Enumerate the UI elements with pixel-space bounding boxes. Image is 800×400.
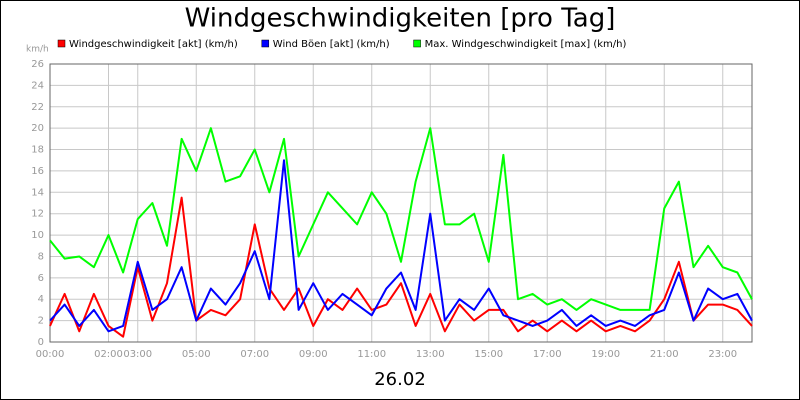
- series-line: [49, 127, 753, 311]
- y-tick-label: 2: [38, 316, 44, 327]
- plot-border: [49, 63, 753, 343]
- y-tick-label: 14: [31, 187, 44, 198]
- legend-swatch: [261, 39, 270, 48]
- x-tick-label: 02:00: [94, 349, 123, 360]
- y-tick-label: 0: [38, 337, 44, 348]
- x-tick-label: 21:00: [650, 349, 679, 360]
- y-tick-label: 8: [38, 251, 44, 262]
- y-tick-label: 26: [31, 59, 44, 70]
- x-tick-label: 09:00: [299, 349, 328, 360]
- y-tick-label: 6: [38, 273, 44, 284]
- plot-area: [50, 64, 752, 342]
- x-tick-label: 17:00: [533, 349, 562, 360]
- y-tick-label: 4: [38, 294, 44, 305]
- x-tick-label: 05:00: [182, 349, 211, 360]
- y-axis-label: km/h: [26, 45, 49, 55]
- legend-swatch: [413, 39, 421, 48]
- series-line: [49, 159, 753, 333]
- x-tick-label: 15:00: [474, 349, 503, 360]
- legend-swatch: [57, 39, 66, 48]
- y-tick-label: 12: [31, 209, 44, 220]
- legend-label: Max. Windgeschwindigkeit [max] (km/h): [425, 39, 627, 50]
- x-tick-label: 19:00: [591, 349, 620, 360]
- y-tick-label: 24: [31, 80, 44, 91]
- x-tick-label: 11:00: [357, 349, 386, 360]
- y-tick-label: 22: [31, 102, 44, 113]
- series-line: [49, 196, 753, 338]
- y-tick-label: 18: [31, 145, 44, 156]
- x-tick-label: 07:00: [240, 349, 269, 360]
- legend-label: Windgeschwindigkeit [akt] (km/h): [69, 39, 238, 50]
- chart-title: Windgeschwindigkeiten [pro Tag]: [185, 4, 616, 34]
- x-tick-label: 13:00: [416, 349, 445, 360]
- x-tick-label: 00:00: [36, 349, 65, 360]
- y-tick-label: 20: [31, 123, 44, 134]
- x-tick-label: 03:00: [123, 349, 152, 360]
- legend-label: Wind Böen [akt] (km/h): [273, 39, 390, 50]
- x-axis-label: 26.02: [374, 369, 426, 390]
- y-tick-label: 16: [31, 166, 44, 177]
- y-tick-label: 10: [31, 230, 44, 241]
- x-tick-label: 23:00: [708, 349, 737, 360]
